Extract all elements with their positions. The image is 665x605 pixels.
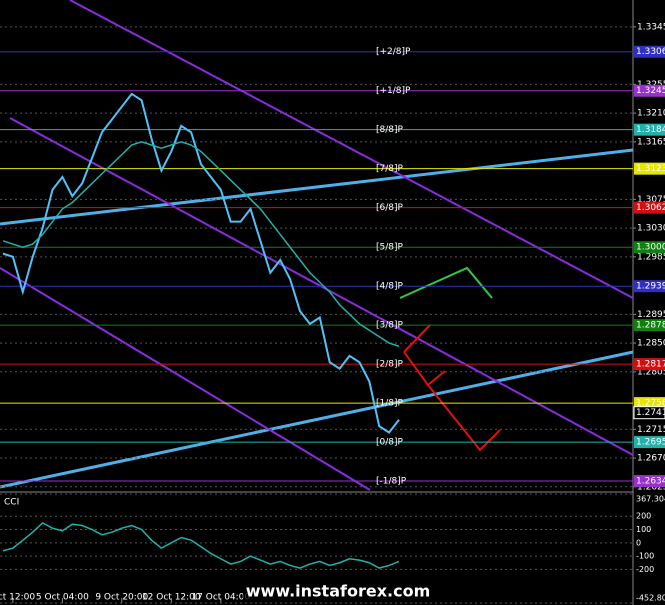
trendline [0, 148, 634, 226]
indicator-tick-label: 200 [636, 512, 651, 521]
level-tag [634, 241, 665, 254]
y-tick-label: 1.2715 [637, 425, 665, 435]
x-tick-label: Oct 12:00 [0, 593, 35, 603]
trendline [0, 350, 634, 489]
level-name: [4/8]P [376, 282, 404, 292]
indicator-tick-label: 0 [636, 538, 641, 547]
y-tick-label: 1.3210 [637, 109, 665, 119]
y-tick-label: 1.2895 [637, 310, 665, 320]
level-tag-label: 1.3123 [636, 164, 665, 174]
level-name: [5/8]P [376, 243, 404, 253]
indicator-tick-label: -200 [636, 565, 654, 574]
level-tag [634, 319, 665, 332]
level-tag-label: 1.2634 [636, 477, 665, 487]
y-tick-label: 1.3165 [637, 137, 665, 147]
green-arrow [399, 266, 493, 299]
level-name: [+1/8]P [376, 86, 411, 96]
level-tag [634, 475, 665, 488]
channel-line [0, 267, 371, 491]
level-name: [6/8]P [376, 203, 404, 213]
level-tag-label: 1.2878 [636, 321, 665, 331]
level-tag [634, 162, 665, 175]
level-tag-label: 1.2695 [636, 438, 665, 448]
y-tick-label: 1.2850 [637, 339, 665, 349]
level-tag [634, 201, 665, 214]
y-tick-label: 1.2625 [637, 482, 665, 492]
level-tag [634, 123, 665, 136]
indicator-tick-label: 100 [636, 525, 651, 534]
y-tick-label: 1.3345 [637, 22, 665, 32]
indicator-tick-label: -100 [636, 552, 654, 561]
level-tag-label: 1.3062 [636, 203, 665, 213]
level-tag-label: 1.3245 [636, 86, 665, 96]
x-tick-label: 5 Oct 04:00 [36, 593, 89, 603]
level-name: [0/8]P [376, 438, 404, 448]
forecast-arrows [399, 266, 501, 452]
level-tag-label: 1.2939 [636, 282, 665, 292]
y-tick-label: 1.2805 [637, 367, 665, 377]
x-tick-label: 9 Oct 20:00 [95, 593, 148, 603]
y-tick-label: 1.3030 [637, 224, 665, 234]
current-price-label: 1.2741 [636, 408, 665, 418]
channel-line [69, 0, 634, 299]
level-name: [+2/8]P [376, 47, 411, 57]
indicator-line [2, 521, 400, 569]
level-tag-label: 1.3306 [636, 47, 665, 57]
level-name: [7/8]P [376, 164, 404, 174]
level-name: [3/8]P [376, 321, 404, 331]
level-tag [634, 45, 665, 58]
level-name: [1/8]P [376, 399, 404, 409]
level-name: [8/8]P [376, 125, 404, 135]
series-line [2, 92, 400, 434]
level-tag [634, 280, 665, 293]
level-tag [634, 84, 665, 97]
level-tag [634, 397, 665, 410]
red-arrow [427, 384, 501, 452]
watermark: www.instaforex.com [246, 582, 430, 601]
y-tick-label: 1.2985 [637, 252, 665, 262]
level-name: [-1/8]P [376, 477, 407, 487]
indicator-tick-label: -452.8086 [636, 594, 665, 603]
level-name: [2/8]P [376, 360, 404, 370]
indicator-tick-label: 367.3047 [636, 495, 665, 504]
level-tag-label: 1.3184 [636, 125, 665, 135]
level-tag [634, 358, 665, 371]
y-tick-label: 1.3075 [637, 195, 665, 205]
level-tag-label: 1.2756 [636, 399, 665, 409]
red-arrow [403, 324, 431, 353]
current-price-tag [633, 406, 665, 420]
indicator-name: CCI [4, 498, 19, 508]
plot: 1.33451.32551.32101.31651.30751.30301.29… [0, 22, 665, 604]
level-tag-label: 1.2817 [636, 360, 665, 370]
watermark-bg [243, 580, 433, 602]
level-tag-label: 1.3000 [636, 243, 665, 253]
x-tick-label: 12 Oct 12:00 [142, 593, 201, 603]
x-tick-label: 17 Oct 04:00 [191, 593, 250, 603]
y-tick-label: 1.2670 [637, 454, 665, 464]
series-line [2, 141, 400, 347]
level-tag [634, 436, 665, 449]
